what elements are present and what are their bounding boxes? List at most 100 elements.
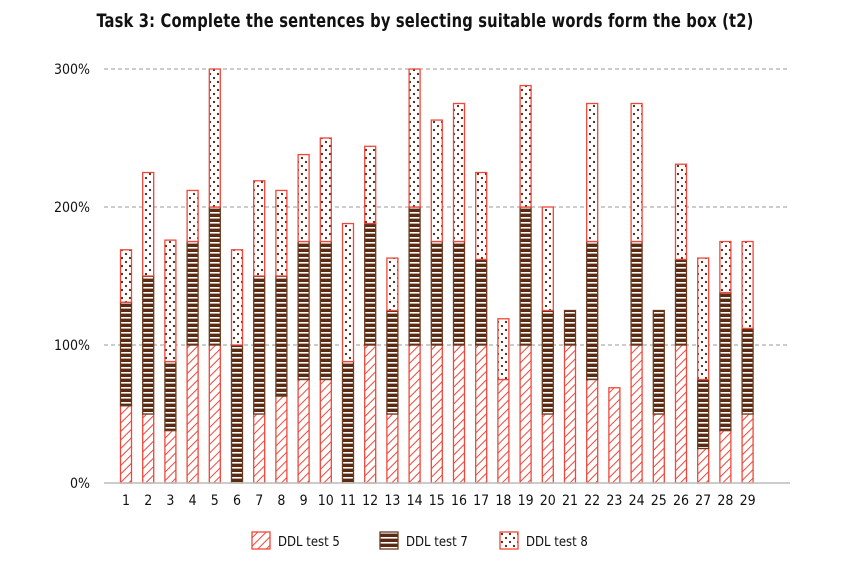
x-tick-label: 26 [673,493,689,509]
bar-segment-ddl-test-7 [452,240,466,346]
x-tick-label: 20 [540,493,556,509]
legend-label: DDL test 5 [278,535,340,550]
bar-segment-ddl-test-7 [341,360,355,484]
x-tick-label: 21 [562,493,578,509]
bar-segment-ddl-test-8 [297,153,310,243]
bar-segment-ddl-test-8 [697,257,710,381]
bar-segment-ddl-test-8 [497,318,510,381]
x-tick-label: 13 [384,493,400,509]
bar-segment-ddl-test-8 [674,163,688,261]
bar-segment-ddl-test-7 [230,344,244,484]
bar-segment-ddl-test-8 [341,222,355,363]
x-tick-label: 6 [233,493,241,509]
y-tick-label: 200% [54,200,90,216]
x-tick-label: 12 [362,493,378,509]
bar-segment-ddl-test-5 [452,344,466,484]
bars [119,68,754,484]
bar-segment-ddl-test-7 [541,309,554,415]
x-tick-label: 25 [651,493,667,509]
bar-segment-ddl-test-8 [319,137,332,243]
bar-segment-ddl-test-5 [652,413,665,484]
x-tick-label: 18 [495,493,511,509]
bar-segment-ddl-test-5 [386,413,399,484]
bar-segment-ddl-test-7 [319,240,332,381]
bar-segment-ddl-test-5 [164,429,177,484]
bar-segment-ddl-test-7 [741,327,754,415]
bar-segment-ddl-test-8 [364,145,377,225]
x-tick-label: 10 [318,493,334,509]
bar-segment-ddl-test-8 [630,102,643,243]
bar-segment-ddl-test-8 [408,68,421,208]
bar-segment-ddl-test-7 [674,258,688,346]
bar-segment-ddl-test-8 [586,102,599,243]
bar-segment-ddl-test-7 [563,309,577,346]
legend-swatch [251,531,271,550]
bar-segment-ddl-test-7 [630,240,643,346]
legend-label: DDL test 7 [406,535,468,550]
axes: 0%100%200%300%1 2 3 4 5 6 7 8 9 10 11 12 13 14 15 16 17 1… [54,62,790,509]
bar-segment-ddl-test-5 [275,395,288,484]
y-tick-label: 0% [70,476,90,492]
bar-segment-ddl-test-7 [652,309,665,415]
bar-segment-ddl-test-8 [164,239,177,363]
x-tick-label: 9 [300,493,308,509]
bar-segment-ddl-test-7 [697,378,710,450]
bar-segment-ddl-test-5 [497,378,510,484]
bar-segment-ddl-test-5 [119,405,133,484]
bar-segment-ddl-test-5 [674,344,688,484]
bar-segment-ddl-test-8 [430,119,443,243]
x-tick-label: 29 [740,493,756,509]
bar-segment-ddl-test-5 [741,413,754,484]
bar-segment-ddl-test-8 [741,240,754,330]
bar-segment-ddl-test-5 [186,344,199,484]
bar-segment-ddl-test-5 [297,378,310,484]
x-tick-label: 11 [340,493,356,509]
x-tick-label: 23 [606,493,622,509]
bar-segment-ddl-test-7 [586,240,599,381]
bar-segment-ddl-test-8 [452,102,466,243]
bar-segment-ddl-test-7 [430,240,443,346]
legend: DDL test 5 DDL test 7 DDL test 8 [251,531,588,550]
bar-segment-ddl-test-8 [519,84,532,208]
x-tick-label: 24 [629,493,645,509]
bar-segment-ddl-test-5 [319,378,332,484]
bar-segment-ddl-test-5 [697,447,710,484]
bar-segment-ddl-test-7 [119,301,133,407]
bar-segment-ddl-test-7 [142,275,155,415]
bar-segment-ddl-test-5 [208,344,221,484]
bar-segment-ddl-test-8 [142,171,155,277]
bar-segment-ddl-test-5 [586,378,599,484]
bar-segment-ddl-test-7 [364,222,377,346]
legend-swatch [499,531,519,550]
bar-segment-ddl-test-8 [186,189,199,243]
bar-segment-ddl-test-5 [408,344,421,484]
bar-segment-ddl-test-8 [541,206,554,312]
x-tick-label: 2 [144,493,152,509]
bar-segment-ddl-test-5 [608,387,621,484]
x-tick-label: 16 [451,493,467,509]
x-tick-label: 1 [122,493,130,509]
x-tick-label: 17 [473,493,489,509]
bar-segment-ddl-test-7 [186,240,199,346]
x-tick-label: 22 [584,493,600,509]
bar-segment-ddl-test-7 [719,291,732,432]
x-tick-label: 3 [166,493,174,509]
x-tick-label: 15 [429,493,445,509]
bar-segment-ddl-test-5 [630,344,643,484]
bar-segment-ddl-test-8 [230,249,244,346]
bar-segment-ddl-test-8 [253,180,266,277]
bar-segment-ddl-test-7 [164,360,177,432]
bar-segment-ddl-test-7 [475,258,488,346]
x-tick-label: 8 [277,493,285,509]
chart-title: Task 3: Complete the sentences by select… [96,10,754,32]
bar-segment-ddl-test-7 [208,206,221,346]
bar-segment-ddl-test-5 [142,413,155,484]
x-tick-label: 4 [189,493,197,509]
bar-segment-ddl-test-5 [563,344,577,484]
bar-segment-ddl-test-8 [475,171,488,261]
bar-segment-ddl-test-7 [297,240,310,381]
bar-segment-ddl-test-8 [275,189,288,277]
x-tick-label: 19 [518,493,534,509]
bar-segment-ddl-test-5 [719,429,732,484]
